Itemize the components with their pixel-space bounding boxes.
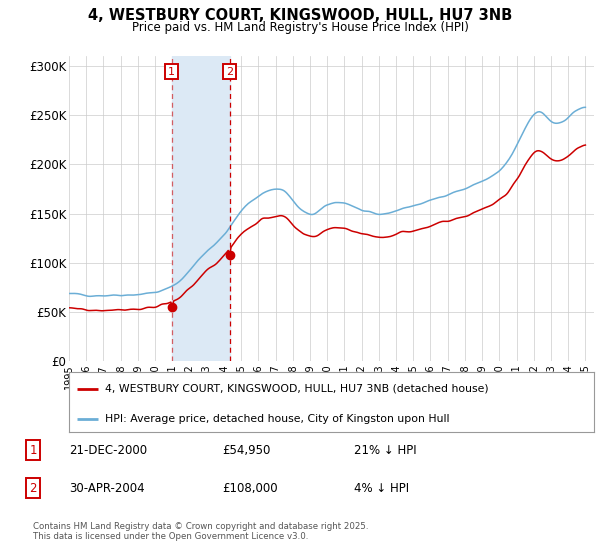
Text: 21-DEC-2000: 21-DEC-2000 xyxy=(69,444,147,456)
Text: 4, WESTBURY COURT, KINGSWOOD, HULL, HU7 3NB (detached house): 4, WESTBURY COURT, KINGSWOOD, HULL, HU7 … xyxy=(105,384,488,394)
Text: 2: 2 xyxy=(226,67,233,77)
Text: Contains HM Land Registry data © Crown copyright and database right 2025.
This d: Contains HM Land Registry data © Crown c… xyxy=(33,522,368,542)
Text: 1: 1 xyxy=(168,67,175,77)
Text: 4% ↓ HPI: 4% ↓ HPI xyxy=(354,482,409,494)
Text: HPI: Average price, detached house, City of Kingston upon Hull: HPI: Average price, detached house, City… xyxy=(105,414,449,424)
Text: 30-APR-2004: 30-APR-2004 xyxy=(69,482,145,494)
Text: £108,000: £108,000 xyxy=(222,482,278,494)
Text: 21% ↓ HPI: 21% ↓ HPI xyxy=(354,444,416,456)
Text: 4, WESTBURY COURT, KINGSWOOD, HULL, HU7 3NB: 4, WESTBURY COURT, KINGSWOOD, HULL, HU7 … xyxy=(88,8,512,24)
Text: 2: 2 xyxy=(29,482,37,494)
Text: Price paid vs. HM Land Registry's House Price Index (HPI): Price paid vs. HM Land Registry's House … xyxy=(131,21,469,34)
Text: 1: 1 xyxy=(29,444,37,456)
Bar xyxy=(172,56,230,361)
Text: £54,950: £54,950 xyxy=(222,444,271,456)
